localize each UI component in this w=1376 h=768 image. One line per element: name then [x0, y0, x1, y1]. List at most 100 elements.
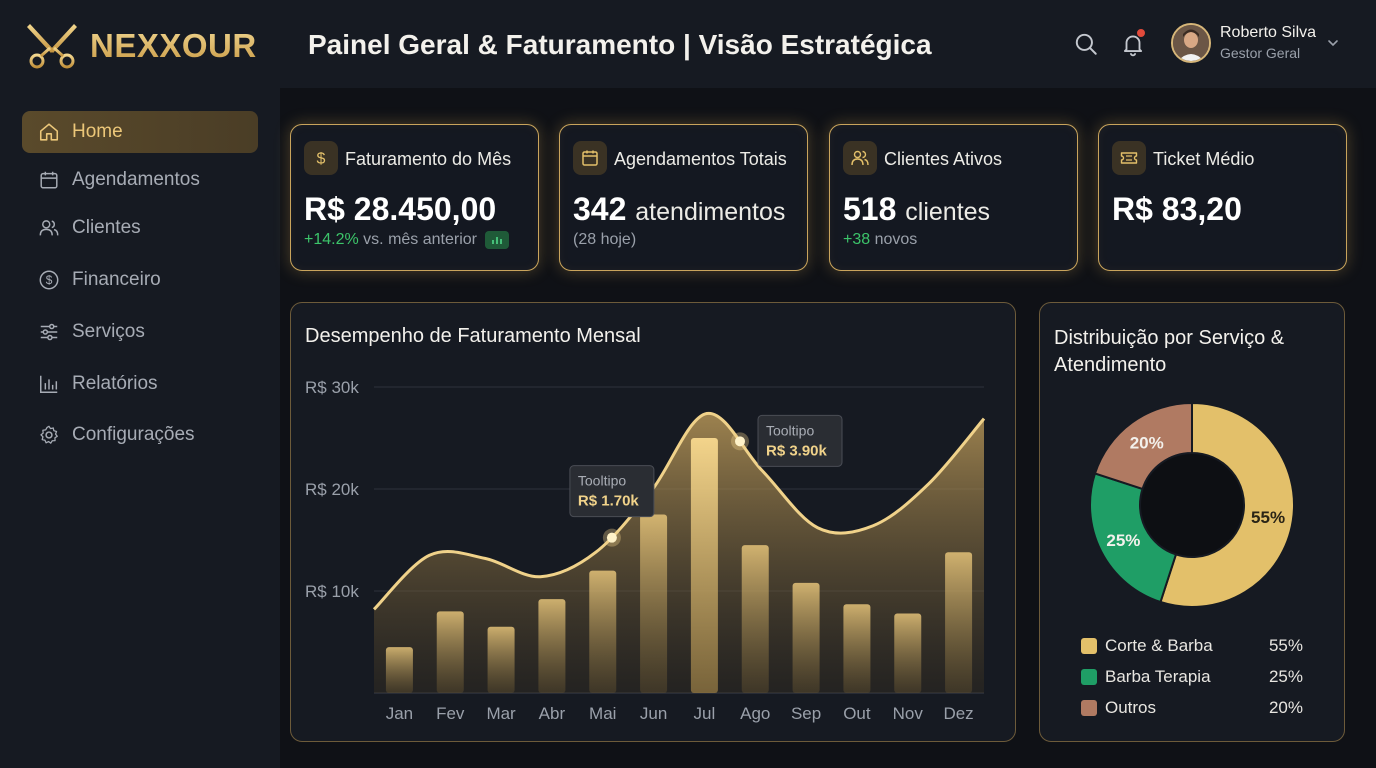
distribution-title: Distribuição por Serviço & Atendimento	[1054, 325, 1284, 379]
page-title: Painel Geral & Faturamento | Visão Estra…	[308, 29, 932, 60]
legend-swatch	[1081, 669, 1097, 685]
tooltip-point[interactable]	[735, 436, 745, 447]
bar-ago[interactable]	[741, 545, 769, 693]
kpi-card-ticket[interactable]: Ticket Médio R$ 83,20	[1098, 124, 1347, 271]
legend-value: 25%	[1268, 667, 1303, 686]
legend-swatch	[1081, 638, 1097, 654]
tooltip-value: R$ 1.70k	[578, 493, 640, 510]
sidebar-item-servicos[interactable]: Serviços	[22, 311, 258, 353]
kpi-number: 342	[573, 191, 627, 227]
bell-icon[interactable]	[1120, 31, 1146, 57]
legend-label: Corte & Barba	[1105, 636, 1213, 655]
x-tick-label: Jul	[694, 704, 716, 723]
x-tick-label: Ago	[740, 704, 770, 723]
legend-value: 55%	[1268, 636, 1303, 655]
calendar-icon	[573, 141, 607, 175]
kpi-title: Agendamentos Totais	[614, 149, 787, 169]
tooltip-box	[757, 414, 843, 467]
sidebar-item-configuracoes[interactable]: Configurações	[22, 414, 258, 456]
bar-jun[interactable]	[640, 514, 668, 694]
distribution-title-line1: Distribuição por Serviço &	[1054, 327, 1285, 349]
ticket-icon	[1112, 141, 1146, 175]
sidebar-item-financeiro[interactable]: $ Financeiro	[22, 259, 258, 301]
distribution-title-line2: Atendimento	[1054, 354, 1167, 376]
bar-jan[interactable]	[385, 647, 413, 693]
x-tick-label: Sep	[791, 704, 821, 723]
bar-abr[interactable]	[538, 599, 566, 693]
revenue-area-fill	[374, 413, 984, 693]
bar-jul[interactable]	[690, 438, 718, 693]
scissors-razor-icon	[27, 24, 77, 69]
distribution-donut-chart[interactable]: 55% 25% 20%	[1079, 392, 1305, 618]
tooltip-label: Tooltipo	[766, 422, 814, 438]
x-tick-label: Mar	[486, 704, 516, 723]
kpi-card-clientes[interactable]: Clientes Ativos 518 clientes +38 novos	[829, 124, 1078, 271]
user-name[interactable]: Roberto Silva	[1220, 24, 1317, 41]
kpi-value: 342 atendimentos	[573, 191, 785, 228]
users-icon	[39, 220, 59, 236]
bar-dez[interactable]	[945, 552, 973, 693]
sidebar-item-agendamentos[interactable]: Agendamentos	[22, 159, 258, 201]
dollar-icon: $	[39, 270, 59, 290]
calendar-icon	[40, 171, 58, 189]
y-tick-label: R$ 10k	[305, 582, 359, 601]
kpi-subtext: +14.2% vs. mês anterior	[304, 231, 510, 249]
sidebar-item-label: Financeiro	[72, 269, 161, 290]
legend-item-outros[interactable]: Outros 20%	[1081, 697, 1303, 719]
tooltip-label: Tooltipo	[578, 473, 626, 489]
bar-mar[interactable]	[487, 626, 515, 693]
search-icon[interactable]	[1073, 31, 1099, 57]
bar-out[interactable]	[843, 604, 871, 693]
bar-mai[interactable]	[589, 570, 617, 693]
legend-value: 20%	[1268, 698, 1303, 717]
kpi-value: R$ 83,20	[1112, 191, 1242, 227]
x-tick-label: Nov	[893, 704, 924, 723]
bar-nov[interactable]	[894, 613, 922, 693]
kpi-card-agendamentos[interactable]: Agendamentos Totais 342 atendimentos (28…	[559, 124, 808, 271]
x-tick-label: Fev	[436, 704, 465, 723]
gear-icon	[40, 425, 58, 444]
y-tick-label: R$ 20k	[305, 480, 359, 499]
donut-hole	[1141, 454, 1243, 556]
kpi-delta: +14.2%	[304, 231, 359, 249]
revenue-chart[interactable]: Jan Fev Mar Abr Mai Jun Jul Ago Sep Out Nov Dez R$ …	[290, 360, 1016, 740]
donut-slice-2[interactable]	[1093, 401, 1193, 491]
bar-chart-icon	[40, 375, 58, 393]
bar-sep[interactable]	[792, 582, 820, 693]
kpi-sub-label: novos	[874, 231, 918, 248]
bar-fev[interactable]	[436, 611, 464, 693]
kpi-delta: +38	[843, 231, 871, 248]
avatar[interactable]	[1171, 23, 1211, 63]
kpi-card-faturamento[interactable]: $ Faturamento do Mês R$ 28.450,00 +14.2%…	[290, 124, 539, 271]
legend-item-barba-terapia[interactable]: Barba Terapia 25%	[1081, 666, 1303, 688]
legend-label: Barba Terapia	[1105, 667, 1211, 686]
sidebar-item-label: Agendamentos	[72, 169, 200, 190]
sidebar-item-home[interactable]: Home	[22, 111, 258, 153]
chart-area	[374, 413, 984, 693]
brand-logo[interactable]: NEXXOUR	[24, 20, 257, 72]
kpi-sub-label: vs. mês anterior	[363, 231, 477, 249]
chevron-down-icon[interactable]	[1326, 36, 1340, 50]
user-role: Gestor Geral	[1220, 45, 1301, 61]
kpi-value: 518 clientes	[843, 191, 990, 228]
sidebar-item-relatorios[interactable]: Relatórios	[22, 363, 258, 405]
top-header	[0, 0, 1376, 88]
chart-x-labels: Jan Fev Mar Abr Mai Jun Jul Ago Sep Out Nov Dez	[386, 704, 974, 723]
kpi-sub-label: (28 hoje)	[573, 231, 637, 248]
mini-chart-icon	[485, 231, 510, 249]
donut-slice-1[interactable]	[1089, 472, 1178, 604]
tooltip-point[interactable]	[606, 532, 617, 543]
chart-line	[372, 412, 986, 611]
sidebar-item-clientes[interactable]: Clientes	[22, 207, 258, 249]
legend-item-corte-barba[interactable]: Corte & Barba 55%	[1081, 635, 1303, 657]
revenue-line	[372, 412, 986, 611]
legend-swatch	[1081, 700, 1097, 716]
donut-slice-0[interactable]	[1159, 401, 1295, 608]
x-tick-label: Mai	[589, 704, 616, 723]
sidebar-item-label: Serviços	[72, 321, 145, 342]
kpi-number: 518	[843, 191, 897, 227]
sidebar-item-label: Configurações	[72, 424, 195, 445]
svg-text:$: $	[46, 273, 53, 287]
y-tick-label: R$ 30k	[305, 378, 359, 397]
x-tick-label: Out	[843, 704, 871, 723]
